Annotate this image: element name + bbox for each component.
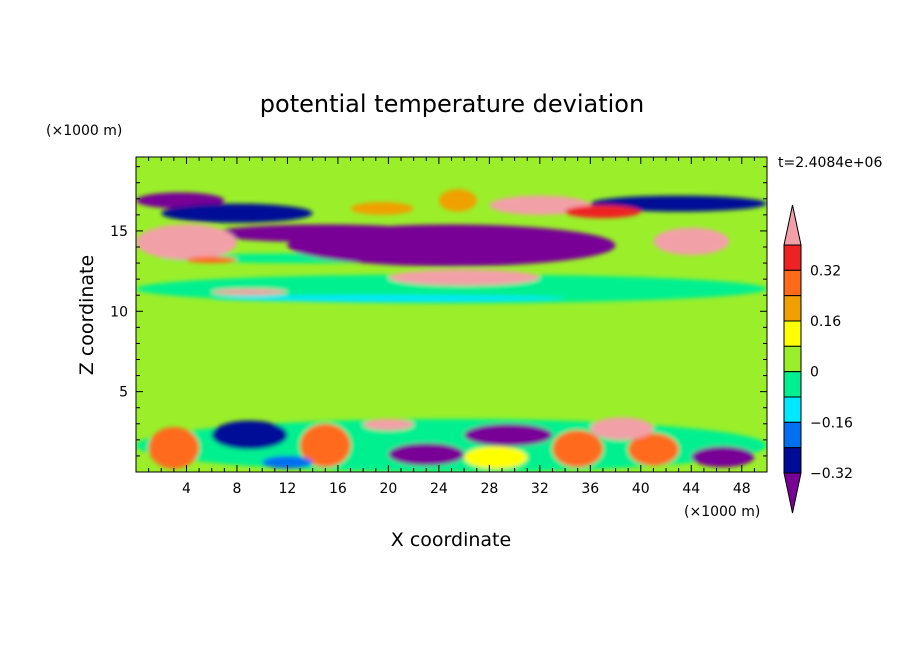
colorbar-segment xyxy=(783,421,802,449)
field-region xyxy=(211,420,288,450)
x-ticks: 4 8 12 16 20 24 28 32 36 40 44 48 xyxy=(148,157,755,497)
colorbar-segment xyxy=(783,447,802,474)
colorbar-label: −0.16 xyxy=(810,415,853,431)
colorbar-segment xyxy=(783,371,802,398)
field-region xyxy=(161,203,313,223)
field-region xyxy=(691,446,755,468)
x-tick-label: 48 xyxy=(733,481,751,497)
colorbar-label: 0.16 xyxy=(810,314,841,330)
field-region xyxy=(565,205,641,219)
time-label: t=2.4084e+06 xyxy=(778,155,882,171)
field-region xyxy=(211,288,288,296)
x-axis-label: X coordinate xyxy=(391,529,511,551)
x-tick-label: 44 xyxy=(682,481,700,497)
field-region xyxy=(590,417,654,440)
colorbar-segment xyxy=(783,244,802,271)
colorbar-segment xyxy=(783,269,802,297)
field-region xyxy=(363,418,414,431)
y-tick-label: 15 xyxy=(110,224,128,240)
y-ticks: 5 10 15 xyxy=(110,166,767,457)
x-tick-label: 36 xyxy=(581,481,599,497)
field-region xyxy=(136,192,225,209)
field-region xyxy=(628,433,679,466)
y-tick-label: 10 xyxy=(110,304,128,320)
x-tick-label: 40 xyxy=(632,481,650,497)
colorbar-label: −0.32 xyxy=(810,466,853,482)
field-region xyxy=(590,195,767,212)
x-tick-label: 8 xyxy=(232,481,241,497)
y-tick-label: 5 xyxy=(119,385,128,401)
x-tick-label: 4 xyxy=(182,481,191,497)
field-regions xyxy=(136,189,767,472)
colorbar-extend-top xyxy=(783,204,802,246)
field-region xyxy=(489,195,591,215)
field-region xyxy=(136,224,237,260)
plot-area xyxy=(136,157,767,472)
field-region xyxy=(287,224,616,267)
colorbar-label: 0.32 xyxy=(810,263,841,279)
field-region xyxy=(464,423,553,447)
colorbar-extend-bottom xyxy=(783,472,802,514)
field-region xyxy=(388,269,540,286)
x-tick-label: 12 xyxy=(279,481,297,497)
colorbar-label: 0 xyxy=(810,365,819,381)
y-axis-label: Z coordinate xyxy=(76,255,98,375)
field-region xyxy=(438,189,477,212)
x-tick-label: 24 xyxy=(430,481,448,497)
field-region xyxy=(388,443,465,466)
field-region xyxy=(300,423,351,468)
field-region xyxy=(653,227,730,256)
field-region xyxy=(186,256,237,264)
x-tick-label: 20 xyxy=(379,481,397,497)
x-tick-label: 32 xyxy=(531,481,549,497)
field-region xyxy=(148,427,200,469)
colorbar-segment xyxy=(783,320,802,347)
field-region xyxy=(464,446,528,469)
field-region xyxy=(552,430,603,468)
x-unit-label: (×1000 m) xyxy=(684,504,760,520)
colorbar-segment xyxy=(783,345,802,373)
field-region xyxy=(262,455,313,469)
colorbar-segment xyxy=(783,295,802,322)
field-region xyxy=(211,295,566,302)
x-tick-label: 16 xyxy=(329,481,347,497)
x-tick-label: 28 xyxy=(480,481,498,497)
chart-title: potential temperature deviation xyxy=(260,90,644,118)
colorbar: 0.32 0.16 0 −0.16 −0.32 xyxy=(783,204,853,514)
y-unit-label: (×1000 m) xyxy=(46,123,122,139)
field-region xyxy=(350,202,414,215)
colorbar-segment xyxy=(783,396,802,423)
